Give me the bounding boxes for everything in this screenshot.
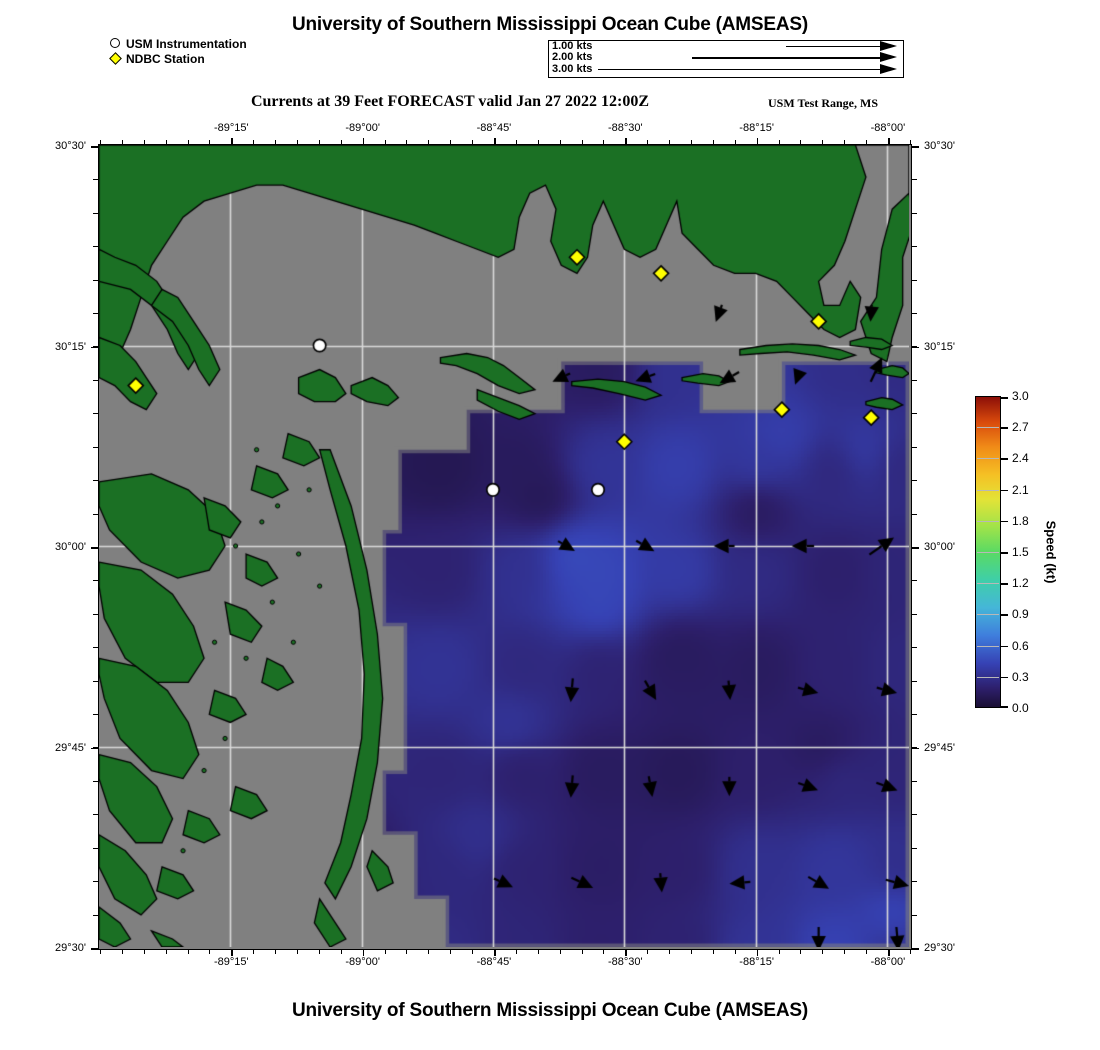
speed-colorbar: 3.0 2.7 2.4 2.1 1.8 1.5 1.2 0.9 0.6 0.3 0.0 Speed … <box>975 389 1059 715</box>
vector-scale-legend: 1.00 kts 2.00 kts 3.00 kts <box>548 40 904 78</box>
footer-title: University of Southern Mississippi Ocean… <box>291 1000 808 1021</box>
y-axis-label-right: 29°30' <box>924 942 955 954</box>
colorbar-tick-label: 0.3 <box>1012 669 1029 684</box>
scale-row-1: 1.00 kts <box>549 40 903 52</box>
colorbar-tick <box>1001 676 1008 679</box>
y-axis-label-left: 30°00' <box>55 541 86 553</box>
colorbar-tick-label: 1.2 <box>1012 576 1029 591</box>
colorbar-tick-label: 2.1 <box>1012 482 1029 497</box>
x-axis-label-bottom: -88°15' <box>739 956 774 968</box>
colorbar-tick <box>1001 552 1008 554</box>
x-major-tick-bottom <box>625 949 627 956</box>
colorbar-band-separator <box>977 645 999 647</box>
x-axis-label-top: -88°30' <box>607 122 643 134</box>
colorbar-band-separator <box>977 552 999 553</box>
colorbar-tick <box>1001 706 1008 708</box>
scale-shaft-1 <box>786 46 881 48</box>
x-axis-label-top: -88°15' <box>739 122 774 134</box>
legend-label-ndbc: NDBC Station <box>126 51 205 66</box>
colorbar-tick-label: 2.4 <box>1012 451 1029 466</box>
scale-row-3: 3.00 kts <box>549 62 903 75</box>
legend-item-usm: USM Instrumentation <box>108 36 247 51</box>
y-axis-label-left: 29°45' <box>55 741 86 754</box>
colorbar-title: Speed (kt) <box>1043 520 1059 584</box>
y-axis-label-right: 29°45' <box>924 741 955 754</box>
colorbar-band-separator <box>977 489 999 491</box>
arrowhead-icon <box>880 41 897 51</box>
scale-label-1: 1.00 kts <box>552 40 593 52</box>
scale-shaft-3 <box>598 68 881 70</box>
colorbar-tick <box>1001 489 1008 492</box>
scale-label-3: 3.00 kts <box>552 62 593 75</box>
colorbar-tick-label: 0.0 <box>1012 701 1029 715</box>
y-major-tick-right <box>911 747 919 750</box>
region-label: USM Test Range, MS <box>768 96 879 110</box>
y-axis-label-left: 30°30' <box>55 140 86 152</box>
legend-label-usm: USM Instrumentation <box>126 36 247 51</box>
x-axis-label-bottom: -88°30' <box>607 956 643 968</box>
legend-item-ndbc: NDBC Station <box>108 51 247 66</box>
colorbar-band-separator <box>977 520 999 522</box>
current-speed-heatmap <box>99 145 909 947</box>
colorbar-band-separator <box>977 614 999 616</box>
colorbar-band-separator <box>977 458 999 460</box>
colorbar-tick <box>1001 614 1008 616</box>
scale-shaft-2 <box>692 57 881 59</box>
y-axis-label-right: 30°15' <box>924 340 955 353</box>
colorbar-tick <box>1001 397 1008 399</box>
colorbar-tick-label: 2.7 <box>1012 420 1029 435</box>
page-title: University of Southern Mississippi Ocean… <box>291 14 808 35</box>
colorbar-tick <box>1001 520 1008 523</box>
colorbar-band-separator <box>977 676 999 678</box>
scale-row-2: 2.00 kts <box>549 51 903 64</box>
colorbar-tick <box>1001 458 1008 460</box>
x-major-tick-bottom <box>756 949 759 956</box>
colorbar-tick-label: 0.9 <box>1012 607 1029 622</box>
x-major-tick-bottom <box>887 949 890 956</box>
x-major-tick-bottom <box>362 949 365 956</box>
y-axis-label-left: 30°15' <box>55 340 86 353</box>
x-major-tick-bottom <box>231 949 233 956</box>
colorbar-tick <box>1001 583 1008 585</box>
x-major-tick-bottom <box>493 949 496 956</box>
x-axis-label-top: -89°15' <box>213 122 249 134</box>
colorbar-tick <box>1001 645 1008 648</box>
colorbar-tick <box>1001 427 1008 429</box>
x-axis-label-top: -89°00' <box>345 122 380 134</box>
circle-icon <box>108 36 123 51</box>
y-axis-label-left: 29°30' <box>55 942 86 954</box>
y-major-tick-right <box>911 346 919 349</box>
colorbar-band-separator <box>977 583 999 585</box>
colorbar-tick-label: 1.8 <box>1012 513 1029 528</box>
x-axis-label-bottom: -88°00' <box>870 956 906 968</box>
colorbar-tick-label: 1.5 <box>1012 545 1029 559</box>
marker-legend: USM Instrumentation NDBC Station <box>108 36 247 66</box>
colorbar-tick-label: 3.0 <box>1012 389 1029 403</box>
y-major-tick-right <box>911 547 919 549</box>
chart-subtitle: Currents at 39 Feet FORECAST valid Jan 2… <box>250 93 650 110</box>
y-axis-label-right: 30°00' <box>924 541 955 553</box>
map-plot-area[interactable] <box>98 144 912 950</box>
x-axis-label-bottom: -89°15' <box>213 956 249 968</box>
x-axis-label-top: -88°45' <box>476 122 512 134</box>
diamond-icon <box>108 51 123 66</box>
arrowhead-icon <box>880 52 897 63</box>
x-axis-label-bottom: -89°00' <box>345 956 380 968</box>
x-axis-label-top: -88°00' <box>870 122 906 134</box>
arrowhead-icon <box>880 63 897 74</box>
y-major-tick-right <box>911 948 919 950</box>
colorbar-band-separator <box>977 427 999 429</box>
x-axis-label-bottom: -88°45' <box>476 956 512 968</box>
y-axis-label-right: 30°30' <box>924 140 955 152</box>
scale-label-2: 2.00 kts <box>552 51 593 64</box>
y-major-tick-right <box>911 146 919 148</box>
colorbar-tick-label: 0.6 <box>1012 638 1029 653</box>
